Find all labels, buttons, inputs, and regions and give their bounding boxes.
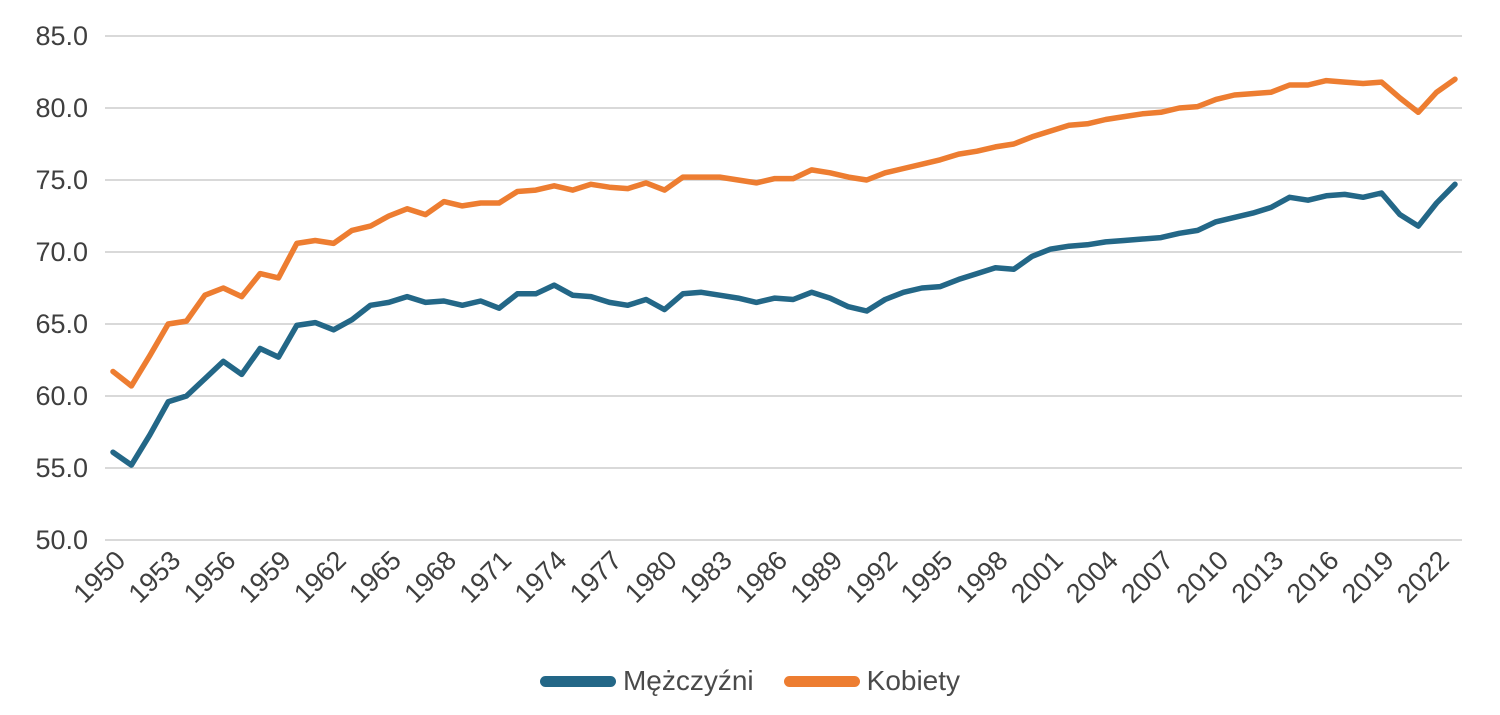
y-axis-tick-label: 50.0: [35, 525, 88, 555]
y-axis-tick-label: 65.0: [35, 309, 88, 339]
y-axis-tick-label: 75.0: [35, 165, 88, 195]
x-axis-tick-label: 1980: [619, 545, 683, 609]
x-axis-tick-label: 1956: [178, 545, 242, 609]
plot-area: 85.080.075.070.065.060.055.050.019501953…: [35, 21, 1462, 609]
x-axis-tick-label: 1974: [509, 545, 573, 609]
x-axis-tick-label: 1968: [398, 545, 462, 609]
series-line-women: [110, 76, 1458, 389]
y-axis-tick-label: 60.0: [35, 381, 88, 411]
x-axis-tick-label: 1992: [840, 545, 904, 609]
x-axis-tick-label: 1953: [123, 545, 187, 609]
x-axis-tick-label: 1962: [288, 545, 352, 609]
men-series-swatch: [539, 675, 616, 687]
legend-item-women: Kobiety: [783, 665, 961, 696]
x-axis-tick-label: 2019: [1336, 545, 1400, 609]
x-axis-tick-label: 1989: [785, 545, 849, 609]
x-axis-tick-label: 2001: [1005, 545, 1069, 609]
y-axis-tick-label: 70.0: [35, 237, 88, 267]
x-axis-tick-label: 1998: [950, 545, 1014, 609]
legend: Mężczyźni Kobiety: [0, 658, 1500, 704]
x-axis-tick-label: 2022: [1391, 545, 1455, 609]
x-axis-tick-label: 2004: [1060, 545, 1124, 609]
x-axis-tick-label: 2010: [1171, 545, 1235, 609]
x-axis-tick-label: 2007: [1115, 545, 1179, 609]
y-axis-tick-label: 80.0: [35, 93, 88, 123]
x-axis-tick-label: 1995: [895, 545, 959, 609]
x-axis-tick-label: 2013: [1226, 545, 1290, 609]
x-axis-tick-label: 1977: [564, 545, 628, 609]
x-axis-tick-label: 1986: [729, 545, 793, 609]
men-series-label: Mężczyźni: [622, 665, 754, 696]
legend-item-men: Mężczyźni: [539, 665, 754, 696]
x-axis-tick-label: 1959: [233, 545, 297, 609]
x-axis-tick-label: 1965: [343, 545, 407, 609]
x-axis-tick-label: 1971: [454, 545, 518, 609]
women-series-label: Kobiety: [866, 665, 961, 696]
x-axis-tick-label: 1983: [674, 545, 738, 609]
women-series-swatch: [783, 675, 860, 687]
y-axis-tick-label: 55.0: [35, 453, 88, 483]
x-axis-tick-label: 2016: [1281, 545, 1345, 609]
series-line-men: [110, 181, 1458, 468]
y-axis-tick-label: 85.0: [35, 21, 88, 51]
